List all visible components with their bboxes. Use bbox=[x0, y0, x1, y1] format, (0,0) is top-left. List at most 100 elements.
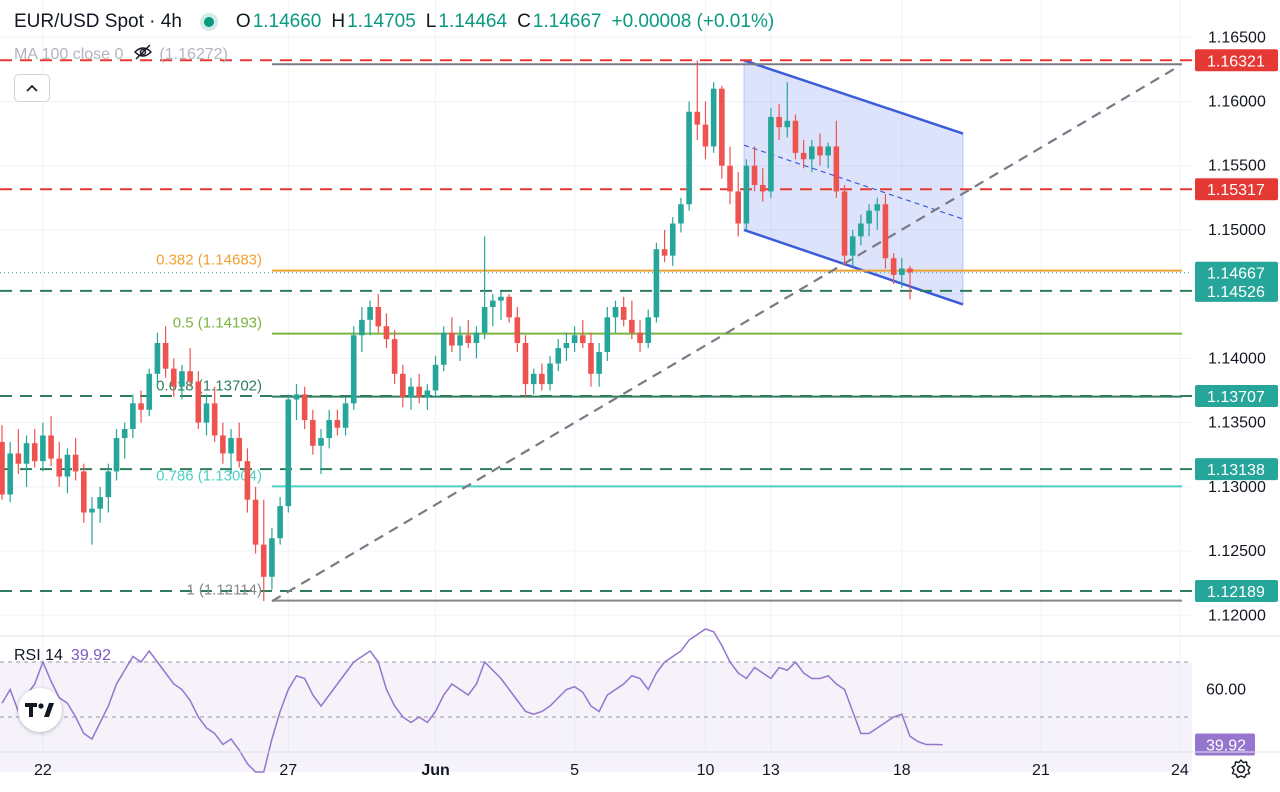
candle-up bbox=[669, 223, 676, 256]
candle-down bbox=[792, 120, 799, 153]
channel-upper-line bbox=[743, 59, 964, 135]
time-tick-label: 22 bbox=[34, 762, 52, 779]
time-tick-label: 21 bbox=[1032, 762, 1050, 779]
rsi-value-box bbox=[1195, 733, 1255, 756]
candle-up bbox=[203, 403, 210, 423]
market-status-dot bbox=[203, 17, 214, 27]
candle-up bbox=[530, 373, 537, 385]
candle-up bbox=[686, 111, 692, 205]
candle-up bbox=[130, 403, 136, 430]
candle-down bbox=[195, 381, 202, 423]
candle-down bbox=[907, 268, 913, 273]
candle-down bbox=[841, 191, 848, 256]
candle-up bbox=[40, 435, 46, 462]
candle-up bbox=[612, 307, 619, 318]
candle-down bbox=[244, 461, 251, 500]
candle-down bbox=[56, 458, 63, 477]
price-label-box bbox=[1195, 261, 1278, 284]
candle-up bbox=[768, 116, 774, 192]
candle-down bbox=[236, 438, 243, 462]
candle-down bbox=[882, 204, 889, 259]
price-axis[interactable]: 1.165001.160001.155001.150001.145001.140… bbox=[1195, 29, 1278, 756]
time-tick-label: 27 bbox=[279, 762, 297, 779]
price-label-box bbox=[1195, 385, 1278, 408]
candle-down bbox=[391, 339, 398, 374]
candle-down bbox=[620, 307, 627, 320]
fib-level-label: 0.786 (1.13004) bbox=[156, 467, 262, 484]
candle-down bbox=[719, 88, 725, 166]
candle-down bbox=[661, 249, 668, 256]
candle-up bbox=[874, 204, 881, 211]
candle-up bbox=[269, 538, 275, 577]
candle-down bbox=[727, 165, 733, 192]
candle-up bbox=[89, 508, 95, 513]
candle-down bbox=[776, 116, 782, 128]
candle-down bbox=[416, 386, 422, 397]
hidden-eye-icon[interactable] bbox=[133, 44, 153, 65]
candle-up bbox=[121, 429, 128, 439]
candle-down bbox=[375, 307, 382, 327]
candle-up bbox=[473, 332, 480, 343]
price-tick-label: 1.15500 bbox=[1208, 158, 1266, 175]
price-label-value: 1.14526 bbox=[1207, 284, 1265, 301]
candle-down bbox=[522, 342, 529, 385]
price-tick-label: 1.12000 bbox=[1208, 607, 1266, 624]
candle-up bbox=[596, 351, 602, 374]
candle-up bbox=[228, 438, 234, 454]
candle-up bbox=[809, 146, 815, 160]
price-label-value: 1.13707 bbox=[1207, 389, 1265, 406]
change-value: +0.00008 (+0.01%) bbox=[611, 11, 775, 32]
candle-down bbox=[800, 152, 807, 160]
horizontal-levels bbox=[0, 59, 1192, 593]
candle-up bbox=[154, 342, 161, 374]
chevron-up-icon bbox=[26, 84, 38, 92]
symbol-title[interactable]: EUR/USD Spot · 4h bbox=[14, 11, 182, 32]
candle-up bbox=[440, 332, 447, 365]
tradingview-logo-icon[interactable] bbox=[18, 688, 62, 732]
time-axis[interactable]: 22 27 Jun 5 10 13 18 21 24 bbox=[0, 751, 1280, 779]
price-label-box bbox=[1195, 580, 1278, 603]
candle-up bbox=[293, 394, 300, 400]
candle-down bbox=[637, 332, 643, 343]
candle-up bbox=[743, 165, 750, 224]
candle-up bbox=[146, 373, 153, 410]
candle-up bbox=[277, 506, 283, 539]
ma-legend[interactable]: MA 100 close 0 (1.16272) bbox=[14, 44, 228, 65]
candle-up bbox=[408, 386, 414, 397]
rsi-legend-value: 39.92 bbox=[70, 647, 111, 664]
high-label: H bbox=[331, 11, 346, 32]
candle-up bbox=[490, 300, 496, 308]
time-tick-label: 5 bbox=[570, 762, 579, 779]
time-tick-label: 18 bbox=[893, 762, 911, 779]
rsi-tick-label: 60.00 bbox=[1206, 682, 1246, 699]
candle-up bbox=[64, 454, 71, 477]
trend-line bbox=[271, 64, 1181, 603]
candles bbox=[0, 60, 913, 602]
candle-down bbox=[301, 394, 308, 421]
candle-up bbox=[825, 146, 831, 156]
price-label-box bbox=[1195, 49, 1278, 72]
rsi-legend[interactable]: RSI 14 39.92 bbox=[14, 647, 111, 665]
candle-down bbox=[539, 373, 545, 385]
candle-up bbox=[571, 335, 578, 343]
candle-down bbox=[211, 403, 218, 436]
time-tick-label: Jun bbox=[421, 762, 449, 779]
candle-up bbox=[563, 342, 570, 349]
collapse-legend-button[interactable] bbox=[14, 74, 50, 102]
rsi-value-label: 39.92 bbox=[1206, 738, 1246, 755]
candle-down bbox=[15, 453, 22, 464]
candle-up bbox=[359, 319, 365, 336]
rsi-polyline bbox=[1, 628, 943, 773]
candle-up bbox=[866, 210, 872, 224]
dashed-trend-line bbox=[271, 64, 1181, 603]
price-tick-label: 1.16000 bbox=[1208, 93, 1266, 110]
candle-down bbox=[220, 435, 226, 454]
candle-up bbox=[350, 335, 357, 404]
settings-gear-icon[interactable] bbox=[1230, 758, 1252, 780]
candle-down bbox=[187, 371, 193, 382]
candle-up bbox=[784, 120, 791, 128]
price-label-value: 1.15317 bbox=[1207, 182, 1265, 199]
price-label-value: 1.13138 bbox=[1207, 462, 1265, 479]
candle-down bbox=[48, 435, 54, 459]
